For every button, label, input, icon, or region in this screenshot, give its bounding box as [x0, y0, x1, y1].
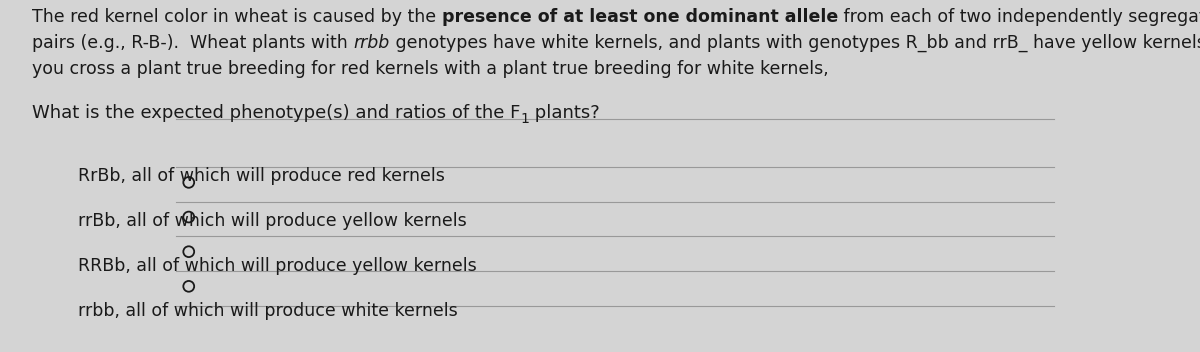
- Text: RRBb, all of which will produce yellow kernels: RRBb, all of which will produce yellow k…: [78, 257, 476, 275]
- Text: RrBb, all of which will produce red kernels: RrBb, all of which will produce red kern…: [78, 167, 445, 185]
- Text: The red kernel color in wheat is caused by the: The red kernel color in wheat is caused …: [32, 8, 442, 26]
- Text: pairs (e.g., R-B-).  Wheat plants with: pairs (e.g., R-B-). Wheat plants with: [32, 34, 353, 52]
- Text: 1: 1: [521, 112, 529, 126]
- Text: What is the expected phenotype(s) and ratios of the F: What is the expected phenotype(s) and ra…: [32, 104, 521, 122]
- Text: rrBb, all of which will produce yellow kernels: rrBb, all of which will produce yellow k…: [78, 212, 467, 230]
- Text: rrbb: rrbb: [353, 34, 390, 52]
- Text: rrbb, all of which will produce white kernels: rrbb, all of which will produce white ke…: [78, 302, 457, 320]
- Text: you cross a plant true breeding for red kernels with a plant true breeding for w: you cross a plant true breeding for red …: [32, 60, 829, 78]
- Text: plants?: plants?: [529, 104, 600, 122]
- Text: from each of two independently segregating gene: from each of two independently segregati…: [838, 8, 1200, 26]
- Text: presence of at least one dominant allele: presence of at least one dominant allele: [442, 8, 838, 26]
- Text: genotypes have white kernels, and plants with genotypes R_bb and rrB_ have yello: genotypes have white kernels, and plants…: [390, 34, 1200, 52]
